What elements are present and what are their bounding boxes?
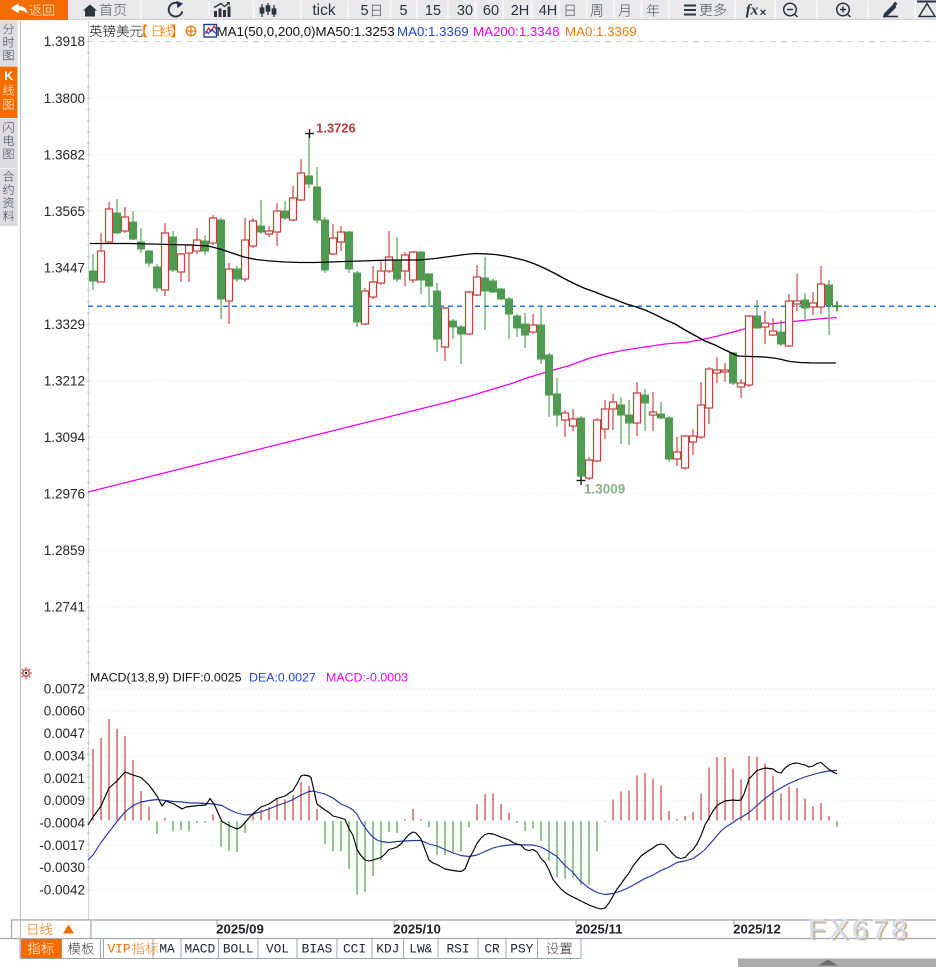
svg-text:MA200:1.3348: MA200:1.3348	[473, 24, 560, 39]
svg-text:VOL: VOL	[266, 942, 289, 957]
svg-text:MA50:1.3253: MA50:1.3253	[316, 24, 395, 39]
svg-text:15: 15	[425, 3, 441, 19]
svg-text:VIP: VIP	[108, 942, 131, 957]
svg-text:-0.0030: -0.0030	[39, 860, 85, 875]
svg-text:1.2859: 1.2859	[44, 543, 85, 558]
svg-text:0.0034: 0.0034	[44, 748, 86, 763]
svg-text:0.0009: 0.0009	[44, 793, 85, 808]
svg-text:0.0060: 0.0060	[44, 704, 85, 719]
svg-text:1.3918: 1.3918	[44, 34, 85, 49]
svg-text:1.3009: 1.3009	[584, 482, 625, 497]
svg-text:DEA:0.0027: DEA:0.0027	[249, 671, 316, 685]
svg-text:BIAS: BIAS	[302, 942, 333, 957]
svg-text:60: 60	[483, 3, 499, 19]
svg-text:2025/10: 2025/10	[393, 922, 441, 937]
svg-text:1.2741: 1.2741	[44, 600, 85, 615]
svg-text:-0.0017: -0.0017	[39, 838, 85, 853]
svg-text:-0.0004: -0.0004	[39, 816, 85, 831]
svg-text:CCI: CCI	[343, 942, 366, 957]
svg-text:FX678: FX678	[808, 914, 911, 945]
svg-text:5: 5	[360, 3, 368, 19]
svg-text:0.0047: 0.0047	[44, 726, 85, 741]
svg-text:MACD(13,8,9) DIFF:0.0025: MACD(13,8,9) DIFF:0.0025	[90, 671, 242, 685]
svg-text:1.3726: 1.3726	[316, 121, 356, 136]
svg-text:LW&: LW&	[409, 942, 432, 957]
svg-text:MACD:-0.0003: MACD:-0.0003	[326, 671, 408, 685]
svg-text:1.3447: 1.3447	[44, 260, 85, 275]
svg-text:KDJ: KDJ	[376, 942, 399, 957]
svg-text:0.0072: 0.0072	[44, 681, 85, 696]
svg-text:1.3800: 1.3800	[44, 91, 85, 106]
svg-text:tick: tick	[312, 2, 336, 19]
svg-text:1.2976: 1.2976	[44, 487, 85, 502]
svg-text:2025/09: 2025/09	[216, 922, 264, 937]
svg-text:MA: MA	[159, 942, 175, 957]
svg-text:MA0:1.3369: MA0:1.3369	[565, 24, 637, 39]
svg-text:✕: ✕	[759, 8, 767, 18]
svg-text:-0.0042: -0.0042	[39, 883, 85, 898]
svg-text:4H: 4H	[539, 3, 558, 19]
svg-text:30: 30	[457, 3, 473, 19]
svg-text:0.0021: 0.0021	[44, 771, 85, 786]
svg-text:MA0:1.3369: MA0:1.3369	[397, 24, 469, 39]
svg-text:FX678: FX678	[811, 916, 914, 947]
svg-text:MA1(50,0,200,0): MA1(50,0,200,0)	[217, 24, 316, 39]
svg-text:RSI: RSI	[446, 942, 469, 957]
svg-text:2025/12: 2025/12	[733, 922, 781, 937]
svg-text:fx: fx	[746, 3, 759, 19]
svg-text:2H: 2H	[511, 3, 530, 19]
svg-text:MACD: MACD	[184, 942, 215, 957]
svg-text:K: K	[4, 69, 13, 83]
svg-text:PSY: PSY	[510, 942, 533, 957]
svg-text:1.3565: 1.3565	[44, 204, 85, 219]
svg-text:2025/11: 2025/11	[576, 922, 623, 937]
svg-text:5: 5	[399, 3, 407, 19]
svg-text:1.3212: 1.3212	[44, 374, 85, 389]
svg-text:1.3094: 1.3094	[44, 430, 86, 445]
svg-text:1.3682: 1.3682	[44, 147, 85, 162]
svg-text:1.3329: 1.3329	[44, 317, 85, 332]
svg-text:BOLL: BOLL	[223, 942, 254, 957]
svg-text:CR: CR	[484, 942, 500, 957]
